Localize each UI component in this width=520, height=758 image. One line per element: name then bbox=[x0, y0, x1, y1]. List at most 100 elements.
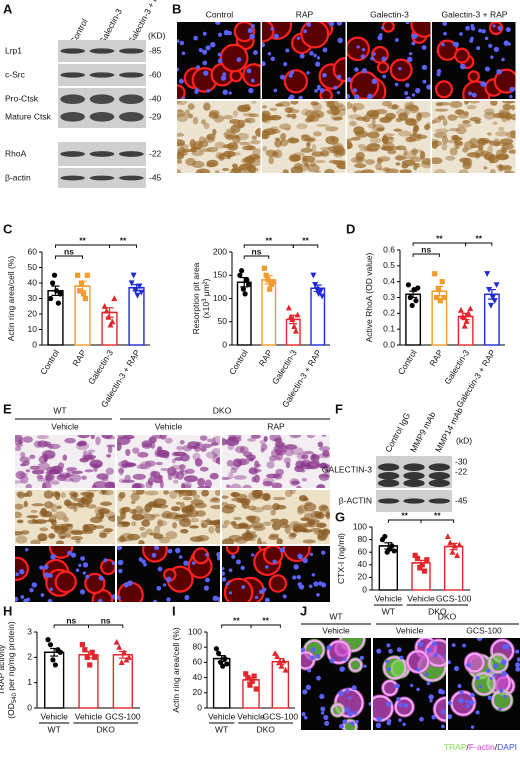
nucleus bbox=[316, 654, 321, 659]
stained-cell bbox=[215, 457, 220, 465]
data-point bbox=[82, 295, 88, 302]
stained-cell bbox=[231, 492, 237, 498]
stained-cell bbox=[296, 123, 308, 130]
stained-cell bbox=[195, 510, 206, 517]
nucleus bbox=[338, 723, 344, 729]
stained-cell bbox=[55, 540, 64, 544]
stained-cell bbox=[336, 162, 346, 170]
y-axis-label-part: Actin ring area/cell (%) bbox=[171, 627, 181, 713]
stained-cell bbox=[177, 150, 188, 157]
blot-band bbox=[89, 72, 115, 78]
stained-cell bbox=[244, 117, 256, 124]
panel-label: A bbox=[3, 1, 13, 16]
data-point bbox=[456, 541, 463, 548]
y-tick-label: 0.2 bbox=[383, 308, 395, 318]
nucleus bbox=[67, 550, 72, 556]
nucleus bbox=[505, 27, 511, 33]
nucleus bbox=[380, 26, 385, 30]
stained-cell bbox=[137, 508, 150, 515]
stained-cell bbox=[274, 139, 283, 148]
nucleus bbox=[500, 659, 507, 665]
stained-cell bbox=[139, 526, 145, 531]
stained-cell bbox=[500, 138, 514, 145]
panel-label: B bbox=[172, 1, 181, 16]
stained-cell bbox=[324, 168, 335, 173]
nucleus bbox=[222, 89, 228, 95]
nucleus bbox=[503, 694, 507, 699]
nucleus bbox=[440, 709, 446, 715]
stained-cell bbox=[227, 151, 232, 160]
stained-cell bbox=[282, 169, 289, 173]
nucleus bbox=[484, 66, 490, 72]
blot-band bbox=[60, 72, 85, 78]
nucleus bbox=[394, 38, 399, 42]
stained-cell bbox=[442, 118, 448, 127]
data-point bbox=[457, 306, 464, 313]
stained-cell bbox=[318, 446, 330, 452]
significance-label: ** bbox=[436, 233, 443, 243]
nucleus bbox=[177, 67, 180, 72]
nucleus bbox=[337, 37, 343, 44]
group-label: WT bbox=[215, 724, 228, 734]
y-tick-label: 200 bbox=[213, 246, 227, 256]
stained-cell bbox=[226, 128, 237, 132]
nucleus bbox=[422, 79, 427, 84]
stained-cell bbox=[124, 474, 131, 482]
data-point bbox=[50, 280, 56, 286]
nucleus bbox=[394, 82, 399, 87]
stained-cell bbox=[246, 156, 253, 163]
data-point bbox=[405, 282, 412, 288]
nucleus bbox=[386, 643, 391, 648]
data-point bbox=[55, 300, 61, 306]
blot-band bbox=[89, 175, 115, 181]
stained-cell bbox=[197, 477, 206, 487]
stained-cell bbox=[495, 131, 509, 137]
stained-cell bbox=[274, 437, 283, 443]
nucleus bbox=[388, 648, 393, 654]
stained-cell bbox=[391, 103, 398, 110]
stained-cell bbox=[373, 108, 388, 115]
y-axis-label: CTX-I (ng/ml) bbox=[336, 533, 346, 584]
data-point bbox=[467, 305, 474, 312]
actin-ring bbox=[381, 22, 395, 33]
x-tick-label: Control bbox=[227, 348, 250, 377]
stained-cell bbox=[222, 538, 235, 544]
stained-cell bbox=[222, 438, 228, 446]
y-tick-label: 20 bbox=[358, 572, 368, 582]
stained-cell bbox=[136, 464, 148, 470]
nucleus bbox=[273, 88, 278, 93]
stained-cell bbox=[251, 101, 257, 104]
y-tick-label: 80 bbox=[193, 641, 203, 651]
y-tick-label: 80 bbox=[358, 534, 368, 544]
stained-cell bbox=[262, 145, 268, 152]
stained-cell bbox=[26, 490, 33, 497]
y-tick-label: 10 bbox=[28, 324, 38, 334]
stained-cell bbox=[205, 451, 218, 459]
nucleus bbox=[321, 550, 326, 555]
stained-cell bbox=[249, 519, 256, 524]
micrograph-content bbox=[347, 101, 431, 173]
stained-cell bbox=[294, 162, 303, 171]
nucleus bbox=[272, 559, 277, 564]
stained-cell bbox=[199, 435, 208, 441]
micrograph-content bbox=[432, 101, 516, 173]
nucleus bbox=[448, 660, 451, 665]
nucleus bbox=[372, 52, 376, 56]
stained-cell bbox=[29, 465, 40, 470]
stained-cell bbox=[44, 501, 54, 509]
nucleus bbox=[410, 683, 414, 688]
stained-cell bbox=[105, 511, 115, 519]
nucleus bbox=[103, 558, 108, 563]
stained-cell bbox=[144, 490, 159, 496]
data-point bbox=[243, 671, 249, 677]
nucleus bbox=[481, 29, 486, 34]
stained-cell bbox=[301, 108, 312, 116]
y-axis-label-part: μm²) bbox=[201, 278, 211, 298]
stained-cell bbox=[283, 457, 292, 464]
data-point bbox=[52, 662, 58, 668]
stained-cell bbox=[77, 435, 90, 439]
stained-cell bbox=[361, 169, 375, 173]
nucleus bbox=[117, 559, 124, 566]
nucleus bbox=[228, 568, 233, 573]
stained-cell bbox=[416, 112, 422, 122]
